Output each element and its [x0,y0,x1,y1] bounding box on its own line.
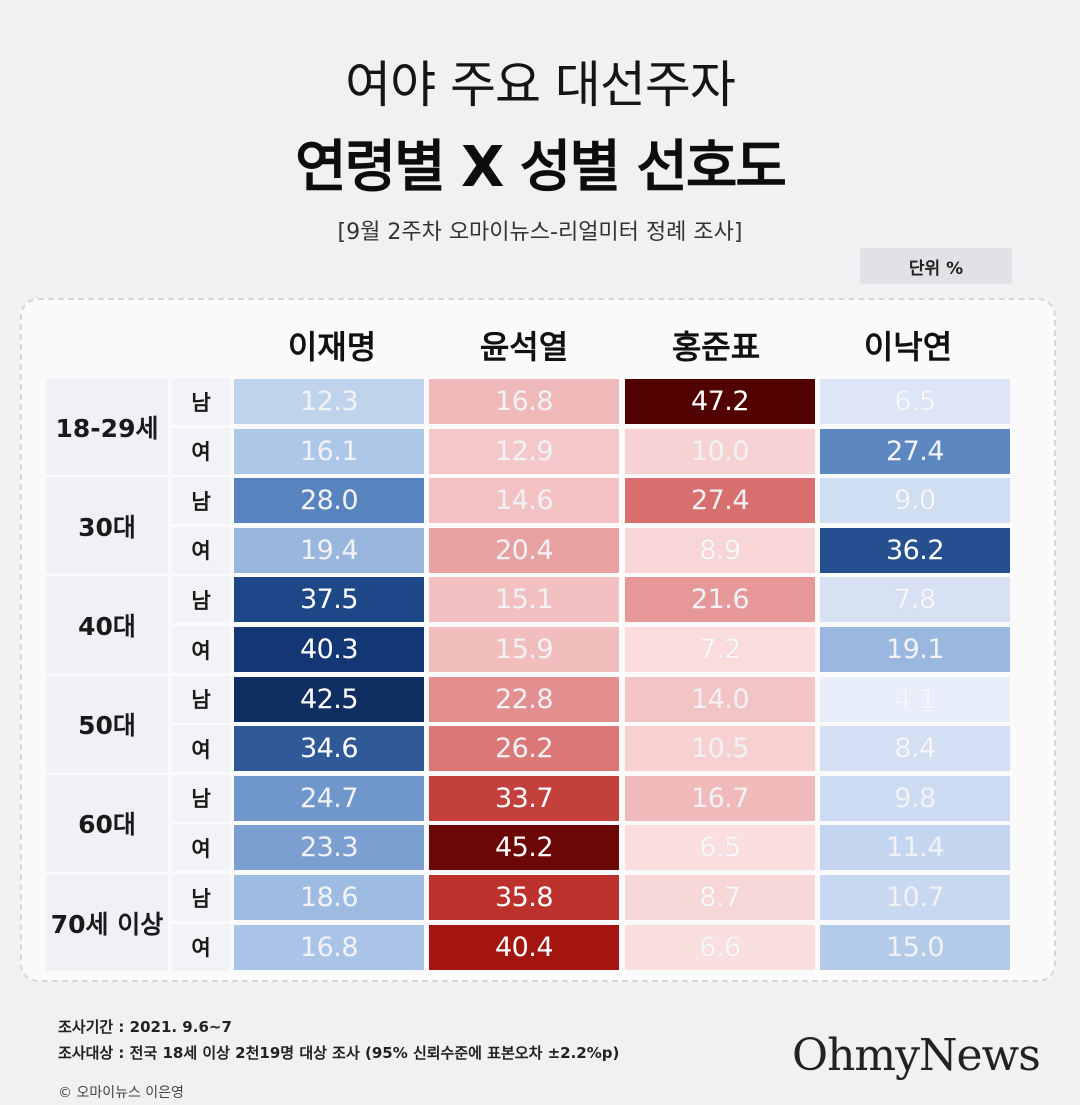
heatmap-cell: 9.8 [820,775,1010,821]
sex-label: 여 [172,923,230,971]
heatmap-cell: 9.0 [820,478,1010,524]
age-group-label: 18-29세 [46,378,168,475]
survey-period: 조사기간 : 2021. 9.6~7 [58,1018,232,1036]
sex-label: 여 [172,626,230,673]
copyright: © 오마이뉴스 이은영 [58,1085,184,1101]
age-group-label: 60대 [46,774,168,872]
age-group-label: 40대 [46,576,168,674]
heatmap-cell: 35.8 [429,875,619,920]
heatmap-cell: 47.2 [625,379,815,424]
sex-label: 여 [172,427,230,475]
age-group-label: 30대 [46,477,168,575]
heatmap-cell: 7.2 [625,627,815,672]
heatmap-cell: 27.4 [625,478,815,524]
heatmap-cell: 42.5 [234,676,424,722]
heatmap-cell: 18.6 [234,875,424,920]
heatmap-cell: 16.7 [625,775,815,821]
heatmap-cell: 10.5 [625,726,815,772]
heatmap-cell: 16.8 [429,379,619,424]
heatmap-cell: 27.4 [820,428,1010,474]
heatmap-cell: 14.6 [429,478,619,524]
heatmap-cell: 34.6 [234,726,424,772]
unit-badge: 단위 % [860,248,1012,284]
sex-label: 남 [172,477,230,525]
sex-label: 남 [172,378,230,425]
sex-label: 남 [172,576,230,624]
heatmap-cell: 33.7 [429,775,619,821]
heatmap-cell: 15.1 [429,577,619,623]
column-header-lee-nakyeon: 이낙연 [863,328,953,366]
heatmap-cell: 40.4 [429,924,619,970]
heatmap-cell: 12.3 [234,379,424,424]
heatmap-cell: 12.9 [429,428,619,474]
heatmap-cell: 8.9 [625,527,815,573]
chart-title: 여야 주요 대선주자 [345,56,736,114]
sex-label: 남 [172,675,230,723]
heatmap-cell: 28.0 [234,478,424,524]
survey-source: [9월 2주차 오마이뉴스-리얼미터 정례 조사] [337,220,743,245]
survey-target: 조사대상 : 전국 18세 이상 2천19명 대상 조사 (95% 신뢰수준에 … [58,1044,620,1062]
heatmap-cell: 10.7 [820,875,1010,920]
heatmap-cell: 19.1 [820,627,1010,672]
heatmap-cell: 8.4 [820,726,1010,772]
heatmap-cell: 6.5 [625,825,815,871]
heatmap-cell: 45.2 [429,825,619,871]
heatmap-cell: 19.4 [234,527,424,573]
column-header-yoon-seokyoul: 윤석열 [479,328,569,366]
sex-label: 여 [172,526,230,574]
heatmap-cell: 11.4 [820,825,1010,871]
heatmap-cell: 26.2 [429,726,619,772]
heatmap-cell: 20.4 [429,527,619,573]
chart-subtitle-bold: 연령별 X 성별 선호도 [295,135,787,200]
heatmap-cell: 23.3 [234,825,424,871]
heatmap-cell: 16.8 [234,924,424,970]
heatmap-cell: 8.7 [625,875,815,920]
heatmap-cell: 22.8 [429,676,619,722]
heatmap-cell: 40.3 [234,627,424,672]
heatmap-cell: 15.9 [429,627,619,672]
sex-label: 남 [172,774,230,822]
sex-label: 여 [172,725,230,773]
column-header-lee-jaemyung: 이재명 [287,328,377,366]
heatmap-cell: 21.6 [625,577,815,623]
sex-label: 남 [172,874,230,921]
heatmap-cell: 6.5 [820,379,1010,424]
heatmap-cell: 10.0 [625,428,815,474]
column-header-hong-junpyo: 홍준표 [671,328,761,366]
sex-label: 여 [172,824,230,872]
heatmap-cell: 6.6 [625,924,815,970]
heatmap-cell: 15.0 [820,924,1010,970]
heatmap-cell: 37.5 [234,577,424,623]
ohmynews-logo: OhmyNews [792,1030,1041,1081]
heatmap-cell: 24.7 [234,775,424,821]
heatmap-cell: 36.2 [820,527,1010,573]
age-group-label: 50대 [46,675,168,773]
age-group-label: 70세 이상 [46,874,168,971]
heatmap-cell: 14.0 [625,676,815,722]
heatmap-cell: 4.1 [820,676,1010,722]
heatmap-cell: 16.1 [234,428,424,474]
heatmap-cell: 7.8 [820,577,1010,623]
